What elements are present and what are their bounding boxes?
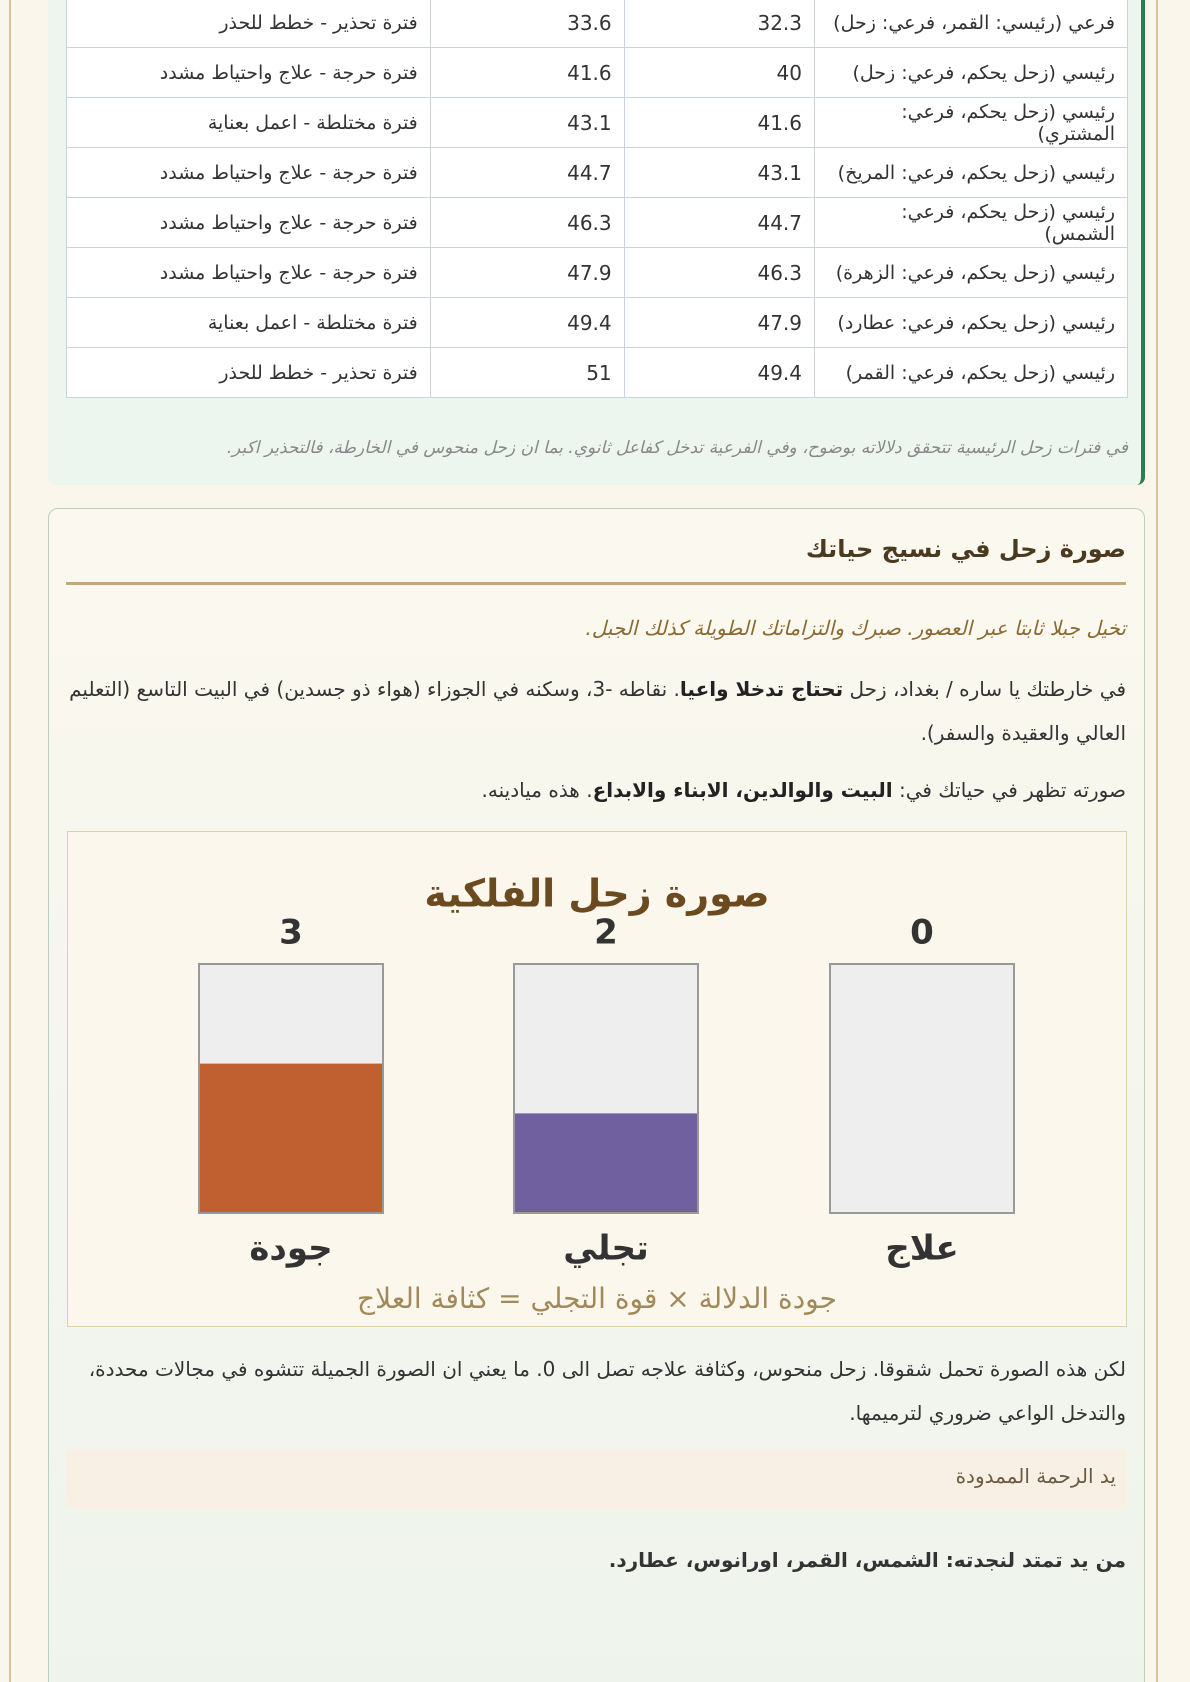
table-cell: 43.1 (429, 97, 625, 148)
text: في خارطتك يا ساره / بغداد، زحل (843, 677, 1127, 701)
table-cell: 49.4 (623, 347, 816, 398)
table-row: رئيسي (زحل يحكم، فرعي: زحل) 40 41.6 فترة حر… (66, 47, 1128, 98)
gauge-border (513, 963, 699, 1214)
value-label: 2 (594, 913, 618, 953)
table-cell: رئيسي (زحل يحكم، فرعي: الشمس) (814, 197, 1128, 248)
bold-text: البيت والوالدين، الابناء والابداع (592, 778, 893, 802)
figure-chart: صورة زحل الفلكية 3 جودة 2 تجلي 0 علاج جودة الدل… (198, 872, 1015, 1316)
table-row: رئيسي (زحل يحكم، فرعي: الشمس) 44.7 46.3 فتر… (66, 197, 1128, 248)
paragraph: في خارطتك يا ساره / بغداد، زحل تحتاج تدخ… (64, 667, 1126, 755)
table-cell: 40 (623, 47, 816, 98)
value-label: 0 (910, 913, 934, 953)
text: . نقاطه -3، وسكنه في الجوزاء (هواء ذو جس… (69, 677, 1126, 745)
table-cell: 33.6 (429, 0, 625, 48)
table-cell: 41.6 (429, 47, 625, 98)
table-row: رئيسي (زحل يحكم، فرعي: عطارد) 47.9 49.4 فتر… (66, 297, 1128, 348)
table-cell: 46.3 (623, 247, 816, 298)
table-cell: فترة مختلطة - اعمل بعناية (66, 97, 431, 148)
table-cell: فرعي (رئيسي: القمر، فرعي: زحل) (814, 0, 1128, 48)
table-cell: 43.1 (623, 147, 816, 198)
category-label: تجلي (563, 1229, 649, 1269)
table-cell: فترة حرجة - علاج واحتياط مشدد (66, 197, 431, 248)
table-cell: 44.7 (429, 147, 625, 198)
table-cell: رئيسي (زحل يحكم، فرعي: عطارد) (814, 297, 1128, 348)
table-row: رئيسي (زحل يحكم، فرعي: الزهرة) 46.3 47.9 فت… (66, 247, 1128, 298)
box-title: يد الرحمة الممدودة (955, 1464, 1116, 1488)
category-label: جودة (249, 1229, 332, 1269)
table-cell: فترة حرجة - علاج واحتياط مشدد (66, 47, 431, 98)
table-row: فرعي (رئيسي: القمر، فرعي: زحل) 32.3 33.6 فت… (66, 0, 1128, 48)
table-cell: 46.3 (429, 197, 625, 248)
table-cell: رئيسي (زحل يحكم، فرعي: المريخ) (814, 147, 1128, 198)
helpers: من يد تمتد لنجدته: الشمس، القمر، اورانوس… (608, 1548, 1126, 1572)
table-cell: فترة حرجة - علاج واحتياط مشدد (66, 147, 431, 198)
table-cell: فترة مختلطة - اعمل بعناية (66, 297, 431, 348)
table-cell: 47.9 (623, 297, 816, 348)
table-cell: 41.6 (623, 97, 816, 148)
figure-title: صورة زحل الفلكية (424, 872, 769, 916)
figure-caption: جودة الدلالة × قوة التجلي = كثافة العلاج (357, 1282, 837, 1316)
table-cell: رئيسي (زحل يحكم، فرعي: المشتري) (814, 97, 1128, 148)
table-cell: 32.3 (623, 0, 816, 48)
category-label: علاج (885, 1229, 959, 1269)
text: . هذه ميادينه. (481, 778, 593, 802)
section-title: صورة زحل في نسيج حياتك (805, 535, 1126, 563)
paragraph: لكن هذه الصورة تحمل شقوقا. زحل منحوس، وك… (88, 1357, 1126, 1425)
table-note: في فترات زحل الرئيسية تتحقق دلالاته بوضو… (226, 438, 1128, 458)
table-cell: رئيسي (زحل يحكم، فرعي: القمر) (814, 347, 1128, 398)
table-cell: فترة تحذير - خطط للحذر (66, 0, 431, 48)
value-label: 3 (279, 913, 303, 953)
table-cell: 49.4 (429, 297, 625, 348)
paragraph: صورته تظهر في حياتك في: البيت والوالدين،… (64, 768, 1126, 812)
heading-rule (66, 582, 1126, 585)
table-row: رئيسي (زحل يحكم، فرعي: المشتري) 41.6 43.1 ف… (66, 97, 1128, 148)
gauge-border (198, 963, 384, 1214)
table-cell: رئيسي (زحل يحكم، فرعي: الزهرة) (814, 247, 1128, 298)
quote: تخيل جبلا ثابتا عبر العصور. صبرك والتزام… (585, 616, 1126, 640)
table-cell: فترة تحذير - خطط للحذر (66, 347, 431, 398)
table-row: رئيسي (زحل يحكم، فرعي: المريخ) 43.1 44.7 فت… (66, 147, 1128, 198)
bar (199, 1063, 383, 1213)
bar (514, 1113, 698, 1213)
table-row: رئيسي (زحل يحكم، فرعي: القمر) 49.4 51 فترة … (66, 347, 1128, 398)
bold-text: تحتاج تدخلا واعيا (679, 677, 844, 701)
gauge-border (829, 963, 1015, 1214)
mercy-box (66, 1449, 1126, 1509)
table-cell: فترة حرجة - علاج واحتياط مشدد (66, 247, 431, 298)
table-cell: 51 (429, 347, 625, 398)
gauge-frame (830, 964, 1014, 1213)
page-edge (1156, 0, 1158, 1682)
section-heading: صورة زحل في نسيج حياتك (806, 535, 1126, 563)
text: صورته تظهر في حياتك في: (892, 778, 1126, 802)
page-edge (9, 0, 11, 1682)
figure: صورة زحل الفلكية 3 جودة 2 تجلي 0 علاج جودة الدل… (67, 831, 1127, 1327)
periods-table: فرعي (رئيسي: القمر، فرعي: زحل) 32.3 33.6 فت… (66, 0, 1128, 398)
table-cell: 44.7 (623, 197, 816, 248)
table-cell: رئيسي (زحل يحكم، فرعي: زحل) (814, 47, 1128, 98)
table-cell: 47.9 (429, 247, 625, 298)
